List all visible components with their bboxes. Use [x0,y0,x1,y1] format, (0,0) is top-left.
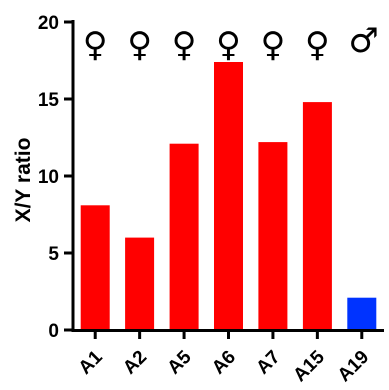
bar-a15 [303,102,332,330]
female-symbol-icon: ♀ [260,25,285,65]
male-symbol-icon: ♂ [349,21,379,61]
x-tick-label-a19: A19 [334,347,373,386]
female-symbol-icon: ♀ [305,25,330,65]
y-tick-label-15: 15 [38,90,60,111]
y-tick-label-0: 0 [48,321,59,342]
y-tick-label-20: 20 [38,13,59,34]
bar-a5 [170,144,199,330]
bar-a6 [214,62,243,330]
annotations-layer: ♀ ♀ ♀ ♀ ♀ ♀ ♂ [83,21,379,65]
bar-a19 [347,298,376,330]
y-axis-title: X/Y ratio [12,138,35,223]
bars-layer [81,62,377,330]
y-ticks-layer: 0 5 10 15 20 [38,13,73,342]
y-tick-label-5: 5 [48,244,59,265]
female-symbol-icon: ♀ [172,25,197,65]
female-symbol-icon: ♀ [83,25,108,65]
female-symbol-icon: ♀ [216,25,241,65]
x-tick-label-a2: A2 [119,347,151,379]
bar-a7 [258,142,287,330]
bar-a1 [81,205,110,330]
x-tick-label-a6: A6 [208,347,240,379]
x-tick-label-a15: A15 [289,346,329,386]
x-tick-label-a1: A1 [75,346,107,378]
female-symbol-icon: ♀ [127,25,152,65]
x-tick-label-a5: A5 [164,346,196,378]
x-ticks-layer: A1 A2 A5 A6 A7 A15 A19 [75,330,374,386]
bar-a2 [125,238,154,330]
y-tick-label-10: 10 [38,167,59,188]
x-tick-label-a7: A7 [252,347,284,379]
